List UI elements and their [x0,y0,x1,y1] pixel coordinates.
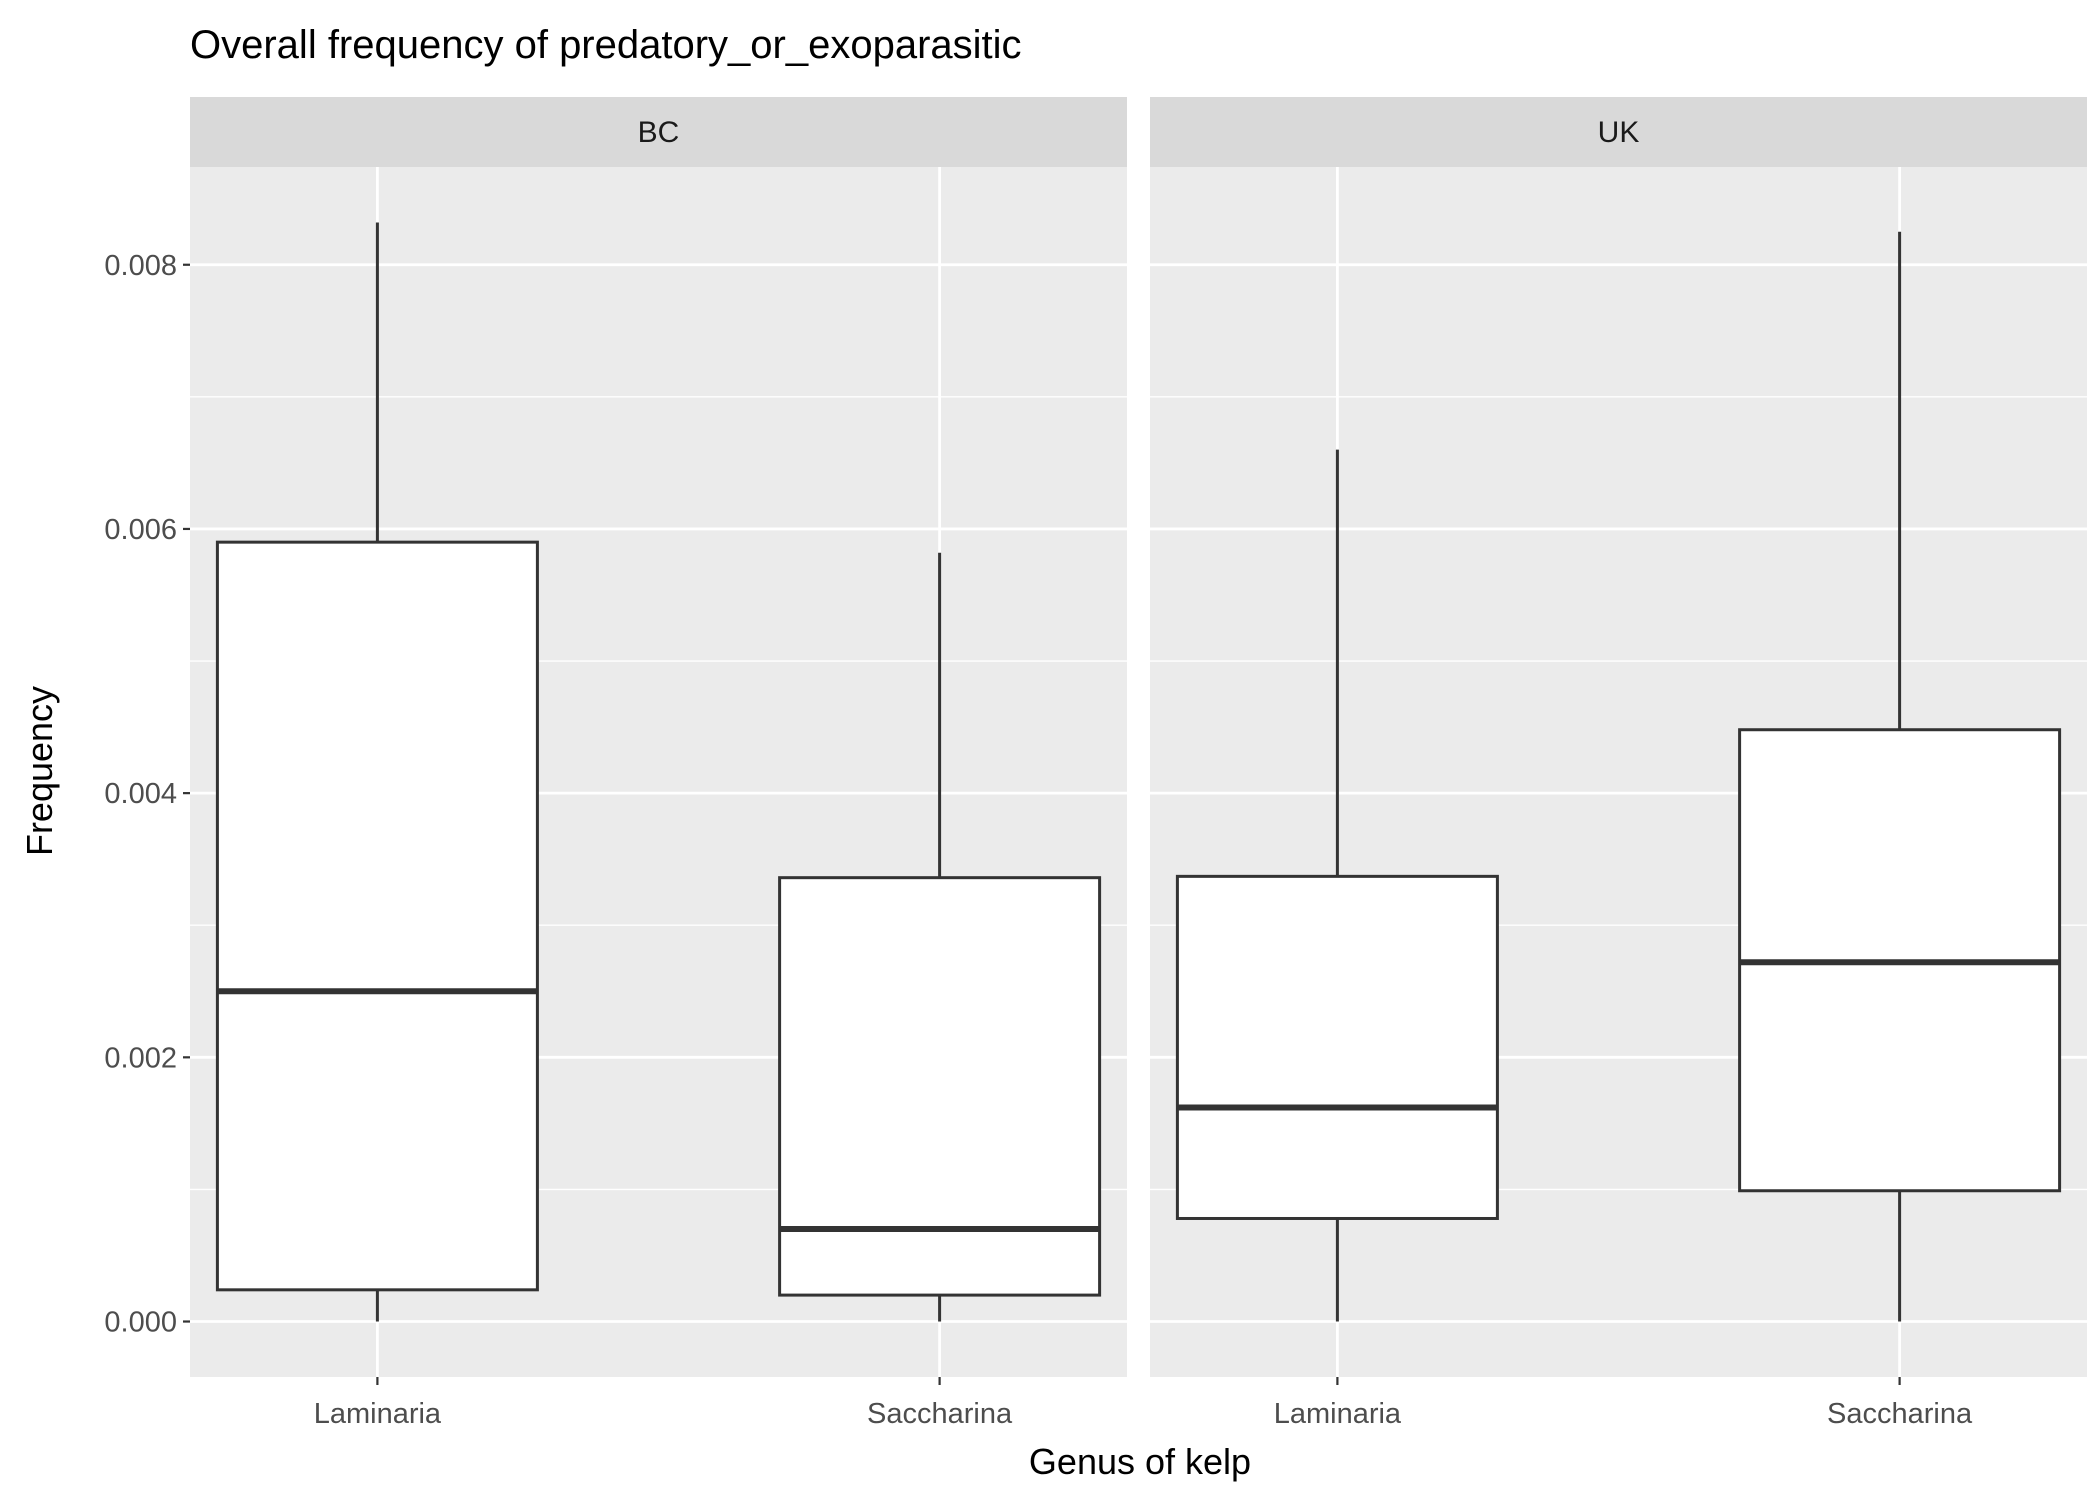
box-bc-laminaria [215,222,539,1322]
facet-panel-bc: BC Laminaria Saccharina [190,97,1127,1430]
facet-panel-uk: UK Laminaria Saccharina [1150,97,2087,1430]
box-iqr [1175,874,1499,1220]
box-iqr [215,540,539,1292]
y-tick-label: 0.006 [104,514,177,546]
y-axis-title: Frequency [19,686,60,856]
y-tick-label: 0.000 [104,1307,177,1339]
y-tick-label: 0.004 [104,778,177,810]
x-tick-label: Saccharina [1827,1398,1973,1430]
box-bc-saccharina [778,552,1102,1322]
facet-strip [190,97,1127,167]
y-tick-label: 0.002 [104,1042,177,1074]
y-tick-label: 0.008 [104,250,177,282]
facet-strip-label: UK [1598,116,1640,149]
x-tick-label: Laminaria [314,1398,442,1430]
box-uk-laminaria [1175,449,1499,1322]
x-tick-label: Saccharina [867,1398,1013,1430]
facet-strip-label: BC [638,116,680,149]
box-uk-saccharina [1738,231,2062,1322]
facet-panels: BC Laminaria Saccharina UK Laminaria Sacchari… [190,97,2087,1430]
x-axis-title: Genus of kelp [1029,1441,1251,1482]
chart-title: Overall frequency of predatory_or_exopar… [190,23,1022,67]
box-iqr [778,876,1102,1297]
facet-strip [1150,97,2087,167]
x-tick-label: Laminaria [1274,1398,1402,1430]
y-axis: 0.000 0.002 0.004 0.006 0.008 [104,250,190,1339]
